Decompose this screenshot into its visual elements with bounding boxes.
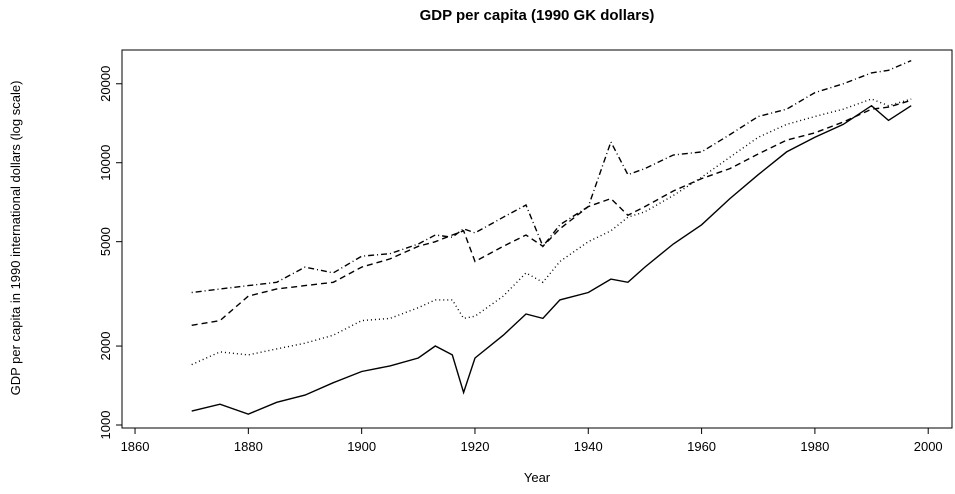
series-line — [191, 59, 912, 294]
y-tick-label: 2000 — [98, 332, 113, 361]
x-tick-label: 2000 — [914, 439, 943, 454]
x-axis-label: Year — [524, 470, 551, 485]
series-line — [191, 99, 912, 326]
series-line — [191, 98, 912, 366]
x-tick-label: 1900 — [347, 439, 376, 454]
y-axis-label: GDP per capita in 1990 international dol… — [8, 81, 23, 396]
chart-title: GDP per capita (1990 GK dollars) — [420, 7, 655, 24]
x-tick-label: 1860 — [121, 439, 150, 454]
y-tick-label: 10000 — [98, 145, 113, 181]
x-tick-label: 1980 — [800, 439, 829, 454]
x-tick-label: 1880 — [234, 439, 263, 454]
y-tick-label: 20000 — [98, 66, 113, 102]
series-line — [191, 104, 912, 415]
x-tick-label: 1960 — [687, 439, 716, 454]
y-tick-label: 5000 — [98, 227, 113, 256]
x-tick-label: 1920 — [461, 439, 490, 454]
y-tick-label: 1000 — [98, 411, 113, 440]
x-tick-label: 1940 — [574, 439, 603, 454]
plot-frame — [121, 49, 953, 429]
